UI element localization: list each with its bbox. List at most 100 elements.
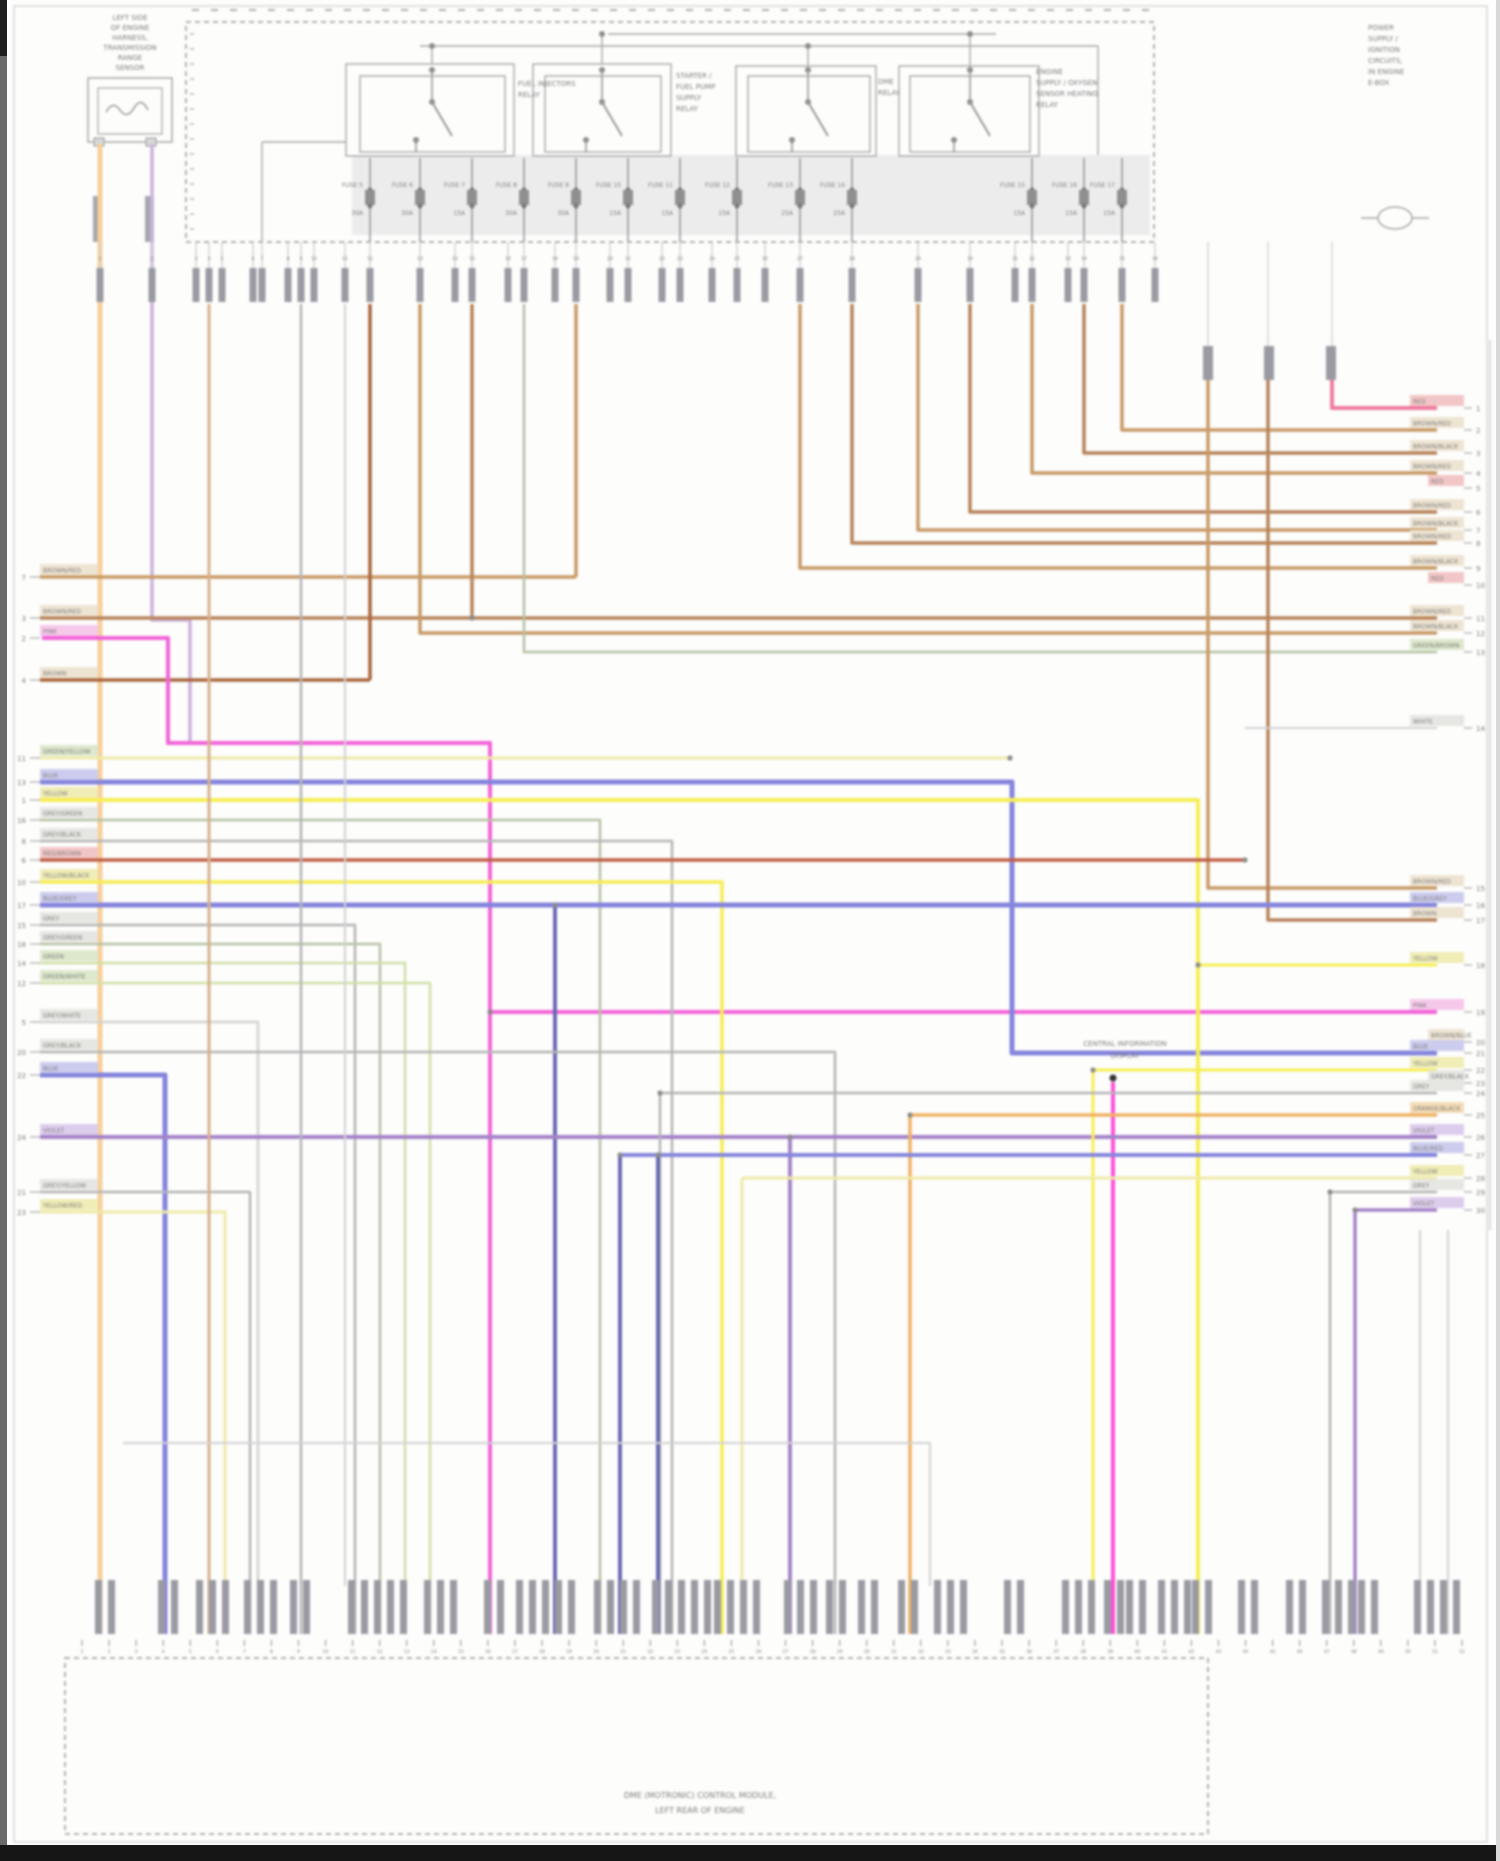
dme-module-caption: LEFT REAR OF ENGINE bbox=[655, 1806, 745, 1815]
left-pin-label: GREEN bbox=[43, 954, 64, 961]
bottom-connector-bar bbox=[1158, 1580, 1165, 1634]
bottom-pin-number: 8 bbox=[270, 1649, 273, 1655]
right-pin-label-box bbox=[1410, 1040, 1464, 1051]
top-connector-pin-number: 25 bbox=[734, 256, 740, 262]
bottom-connector-bar bbox=[1335, 1580, 1342, 1634]
relay-switch-arm bbox=[969, 101, 991, 137]
junction-dot bbox=[1090, 1067, 1096, 1073]
bottom-pin-number: 41 bbox=[1161, 1649, 1167, 1655]
relay-label: FUEL INJECTORS bbox=[518, 80, 576, 88]
diagram-frame bbox=[13, 5, 1488, 1843]
relay-label: FUEL PUMP bbox=[676, 83, 715, 91]
ebox-note-line: SUPPLY / bbox=[1368, 35, 1398, 43]
scan-edge-right bbox=[1496, 0, 1500, 1861]
bottom-connector-bar bbox=[1139, 1580, 1146, 1634]
left-pin-number: 13 bbox=[17, 779, 26, 787]
right-pin-number: 10 bbox=[1476, 582, 1485, 590]
top-connector-bar bbox=[1118, 268, 1126, 302]
top-connector-bar bbox=[1151, 268, 1159, 302]
junction-dot bbox=[1352, 1207, 1358, 1213]
left-pin-number: 7 bbox=[22, 574, 26, 582]
top-connector-pin-number: 16 bbox=[505, 256, 511, 262]
left-pin-number: 16 bbox=[17, 817, 26, 825]
wire bbox=[123, 1442, 931, 1586]
bottom-connector-bar bbox=[270, 1580, 277, 1634]
bottom-connector-bar bbox=[1062, 1580, 1069, 1634]
left-pin-label-box bbox=[40, 745, 98, 756]
left-pin-label: BLUE bbox=[43, 1066, 59, 1073]
relay-switch-arm bbox=[601, 101, 623, 137]
bottom-connector-bar bbox=[652, 1580, 659, 1634]
fuse-terminal-dot bbox=[367, 203, 373, 209]
relay-label: RELAY bbox=[676, 105, 699, 113]
top-connector-pin-number: 21 bbox=[625, 256, 631, 262]
left-pin-label: GREY bbox=[43, 916, 60, 923]
bottom-pin-number: 44 bbox=[1243, 1649, 1249, 1655]
left-pin-number: 12 bbox=[17, 980, 26, 988]
wire bbox=[418, 304, 1437, 635]
bottom-pin-number: 14 bbox=[431, 1649, 437, 1655]
fuse-terminal-dot bbox=[521, 203, 527, 209]
right-pin-label-box bbox=[1410, 1102, 1464, 1113]
top-connector-bar bbox=[966, 268, 974, 302]
left-pin-label-box bbox=[40, 769, 98, 780]
left-pin-number: 6 bbox=[22, 857, 27, 865]
left-pin-label-box bbox=[40, 625, 98, 636]
right-pin-label: BROWN/RED bbox=[1413, 464, 1451, 471]
left-pin-label: GREY/BLACK bbox=[43, 1043, 82, 1050]
fuse-body bbox=[1027, 190, 1037, 205]
top-connector-pin-number: 35 bbox=[1119, 256, 1125, 262]
top-connector-bar bbox=[1011, 268, 1019, 302]
fuse-body bbox=[732, 190, 742, 205]
bottom-connector-bar bbox=[1348, 1580, 1355, 1634]
right-pin-label: BROWN/BLACK bbox=[1413, 521, 1459, 528]
left-pin-number: 1 bbox=[22, 797, 26, 805]
relay-switch-arm bbox=[807, 101, 829, 137]
junction-dot bbox=[655, 1152, 661, 1158]
relay-label: SUPPLY bbox=[676, 94, 702, 102]
right-pin-label-box bbox=[1410, 517, 1464, 528]
top-connector-bar bbox=[606, 268, 614, 302]
left-pin-number: 3 bbox=[22, 615, 26, 623]
bottom-connector-bar bbox=[244, 1580, 251, 1634]
right-pin-label-box bbox=[1410, 952, 1464, 963]
bottom-pin-number: 40 bbox=[1134, 1649, 1140, 1655]
bottom-connector-bar bbox=[196, 1580, 203, 1634]
junction-dot bbox=[1327, 1189, 1333, 1195]
bottom-pin-number: 9 bbox=[297, 1649, 300, 1655]
bottom-pin-number: 42 bbox=[1189, 1649, 1195, 1655]
wire bbox=[40, 961, 407, 1634]
bottom-connector-bar bbox=[898, 1580, 905, 1634]
right-pin-label: BROWN bbox=[1413, 911, 1436, 918]
bottom-connector-bar bbox=[1453, 1580, 1460, 1634]
bottom-connector-bar bbox=[934, 1580, 941, 1634]
wire bbox=[916, 304, 1437, 532]
left-pin-number: 2 bbox=[22, 635, 26, 643]
wire bbox=[40, 942, 382, 1634]
top-connector-bar bbox=[310, 268, 318, 302]
top-connector-pin-number: 10 bbox=[311, 256, 317, 262]
right-pin-label-box bbox=[1410, 1124, 1464, 1135]
right-pin-label: BROWN/BLUE bbox=[1431, 1033, 1472, 1040]
right-pin-number: 12 bbox=[1476, 630, 1485, 638]
junction-dot bbox=[1007, 755, 1013, 761]
bottom-connector-bar bbox=[960, 1580, 967, 1634]
wire bbox=[1206, 380, 1437, 890]
top-connector-pin-number: 30 bbox=[967, 256, 973, 262]
top-connector-pin-number: 32 bbox=[1029, 256, 1035, 262]
top-connector-bar bbox=[249, 268, 257, 302]
bottom-connector-bar bbox=[555, 1580, 562, 1634]
bottom-connector-bar bbox=[727, 1580, 734, 1634]
fuse-name: FUSE 6 bbox=[392, 182, 413, 189]
bottom-connector-bar bbox=[1414, 1580, 1421, 1634]
bottom-pin-number: 2 bbox=[108, 1649, 111, 1655]
left-pin-label-box bbox=[40, 828, 98, 839]
scan-edge-left bbox=[0, 0, 7, 1861]
top-connector-pin-number: 34 bbox=[1081, 256, 1087, 262]
bottom-connector-bar bbox=[568, 1580, 575, 1634]
bottom-connector-bar bbox=[714, 1580, 721, 1634]
top-connector-bar bbox=[796, 268, 804, 302]
top-connector-bar bbox=[258, 268, 266, 302]
top-connector-pin-number: 15 bbox=[469, 256, 475, 262]
